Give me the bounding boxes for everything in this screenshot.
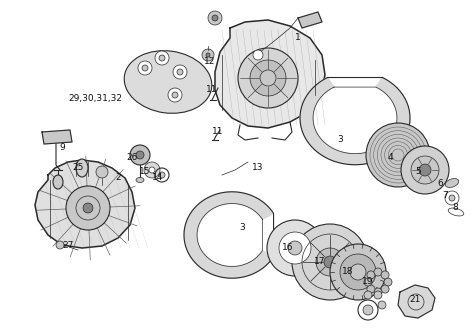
Text: 12: 12 (204, 58, 216, 67)
Circle shape (96, 166, 108, 178)
Circle shape (238, 48, 298, 108)
Circle shape (173, 65, 187, 79)
Text: 13: 13 (252, 164, 264, 172)
Circle shape (66, 186, 110, 230)
Circle shape (155, 51, 169, 65)
Text: 7: 7 (442, 191, 448, 200)
Circle shape (364, 278, 372, 286)
Polygon shape (184, 192, 273, 278)
Text: 3: 3 (337, 135, 343, 145)
Circle shape (142, 65, 148, 71)
Circle shape (76, 196, 100, 220)
Polygon shape (300, 77, 410, 165)
Polygon shape (298, 12, 322, 28)
Text: 2: 2 (115, 173, 121, 182)
Circle shape (253, 50, 263, 60)
Circle shape (324, 256, 336, 268)
Circle shape (366, 123, 430, 187)
Text: 11: 11 (206, 85, 218, 94)
Circle shape (401, 146, 449, 194)
Text: 15: 15 (139, 167, 151, 176)
Text: 29,30,31,32: 29,30,31,32 (68, 93, 122, 103)
Text: 11: 11 (212, 127, 224, 136)
Circle shape (56, 241, 64, 249)
Circle shape (202, 49, 214, 61)
Circle shape (292, 224, 368, 300)
Circle shape (363, 305, 373, 315)
Circle shape (250, 60, 286, 96)
Circle shape (172, 92, 178, 98)
Circle shape (279, 232, 311, 264)
Ellipse shape (445, 178, 459, 187)
Text: 8: 8 (452, 204, 458, 213)
Circle shape (168, 88, 182, 102)
Circle shape (159, 55, 165, 61)
Text: 27: 27 (62, 241, 73, 250)
Circle shape (144, 162, 160, 178)
Circle shape (374, 268, 382, 276)
Polygon shape (35, 160, 135, 248)
Circle shape (378, 301, 386, 309)
Polygon shape (398, 285, 435, 318)
Circle shape (381, 271, 389, 279)
Circle shape (384, 278, 392, 286)
Text: 5: 5 (415, 167, 421, 176)
Circle shape (136, 151, 144, 159)
Circle shape (367, 285, 375, 293)
Text: 25: 25 (73, 164, 84, 172)
Circle shape (364, 291, 372, 299)
Text: 4: 4 (387, 154, 393, 163)
Circle shape (212, 15, 218, 21)
Circle shape (411, 156, 439, 184)
Ellipse shape (53, 175, 63, 189)
Ellipse shape (124, 51, 212, 113)
Text: 18: 18 (342, 267, 354, 276)
Ellipse shape (76, 159, 88, 177)
Text: 3: 3 (239, 223, 245, 232)
Ellipse shape (136, 177, 144, 182)
Text: 26: 26 (126, 154, 137, 163)
Text: 1: 1 (295, 33, 301, 42)
Text: 9: 9 (59, 144, 65, 153)
Circle shape (374, 291, 382, 299)
Circle shape (350, 264, 366, 280)
Text: 17: 17 (314, 258, 326, 266)
Circle shape (130, 145, 150, 165)
Circle shape (267, 220, 323, 276)
Circle shape (260, 70, 276, 86)
Text: 16: 16 (282, 244, 294, 253)
Circle shape (367, 271, 375, 279)
Circle shape (316, 248, 344, 276)
Circle shape (83, 203, 93, 213)
Circle shape (159, 172, 165, 178)
Circle shape (208, 11, 222, 25)
Text: 19: 19 (362, 277, 374, 287)
Circle shape (288, 241, 302, 255)
Text: 14: 14 (152, 173, 164, 182)
Polygon shape (215, 20, 325, 128)
Circle shape (449, 195, 455, 201)
Circle shape (330, 244, 386, 300)
Circle shape (381, 285, 389, 293)
Text: 21: 21 (410, 296, 421, 305)
Circle shape (374, 288, 382, 296)
Circle shape (177, 69, 183, 75)
Text: 6: 6 (437, 178, 443, 187)
Circle shape (419, 164, 431, 176)
Circle shape (206, 53, 210, 57)
Circle shape (138, 61, 152, 75)
Circle shape (340, 254, 376, 290)
Circle shape (149, 167, 155, 173)
Polygon shape (42, 130, 72, 144)
